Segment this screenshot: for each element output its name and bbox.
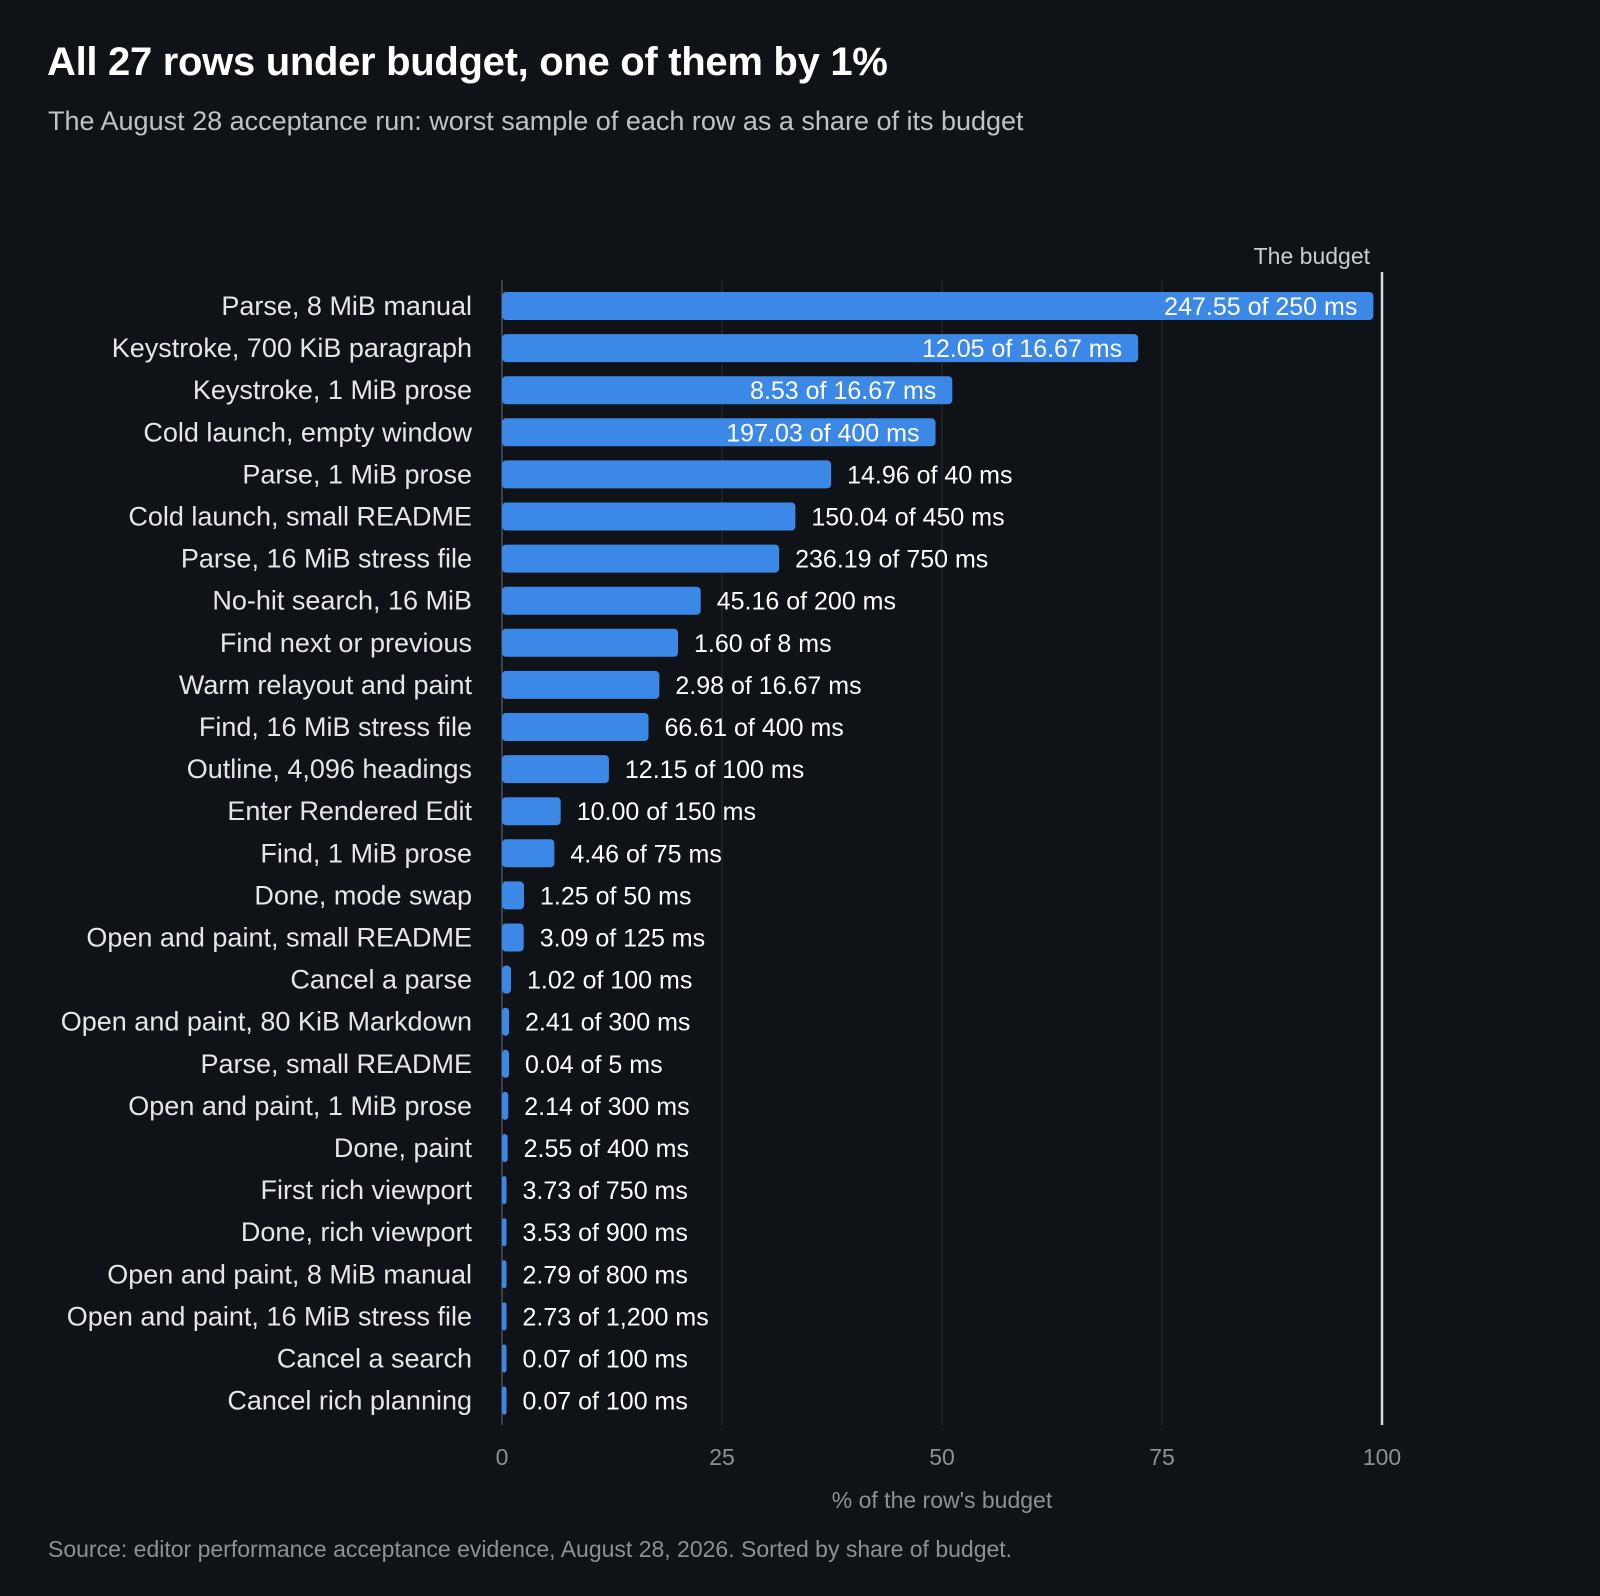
category-label: No-hit search, 16 MiB [212, 586, 472, 616]
label-layer: Parse, 8 MiB manual 247.55 of 250 ms Keyst… [61, 291, 1358, 1416]
bar [502, 292, 1374, 320]
bar [502, 1049, 510, 1078]
category-label: Enter Rendered Edit [227, 796, 472, 826]
bar [502, 1302, 507, 1331]
category-label: Cold launch, empty window [143, 417, 472, 447]
category-label: Keystroke, 700 KiB paragraph [112, 333, 472, 363]
chart-subtitle: The August 28 acceptance run: worst samp… [48, 106, 1024, 136]
bar [502, 1344, 507, 1373]
bar [502, 1007, 510, 1036]
x-tick-label: 75 [1149, 1444, 1175, 1470]
bar-layer [502, 292, 1374, 1415]
category-label: Find next or previous [220, 628, 472, 658]
x-tick-label: 25 [709, 1444, 735, 1470]
bar [502, 334, 1139, 363]
bar [502, 586, 701, 615]
data-label: 12.05 of 16.67 ms [922, 335, 1122, 363]
bar [502, 376, 953, 405]
category-label: Parse, 16 MiB stress file [181, 544, 472, 574]
data-label: 12.15 of 100 ms [625, 756, 804, 784]
data-label: 14.96 of 40 ms [847, 461, 1012, 489]
bar [502, 1260, 507, 1289]
bar [502, 965, 511, 994]
bar [502, 1134, 508, 1162]
data-label: 247.55 of 250 ms [1164, 293, 1357, 321]
x-tick-label: 100 [1363, 1444, 1401, 1470]
category-label: Outline, 4,096 headings [187, 754, 472, 784]
category-label: Open and paint, 1 MiB prose [128, 1091, 472, 1121]
data-label: 1.25 of 50 ms [540, 882, 691, 910]
axis-layer: 0 25 50 75 100 The budget % of the row's budge… [496, 243, 1402, 1513]
category-label: First rich viewport [260, 1175, 472, 1205]
bar [502, 1176, 507, 1205]
category-label: Cancel a search [277, 1344, 472, 1374]
data-label: 3.53 of 900 ms [523, 1219, 688, 1247]
source-note: Source: editor performance acceptance ev… [48, 1536, 1013, 1562]
category-label: Parse, 1 MiB prose [242, 459, 472, 489]
category-label: Open and paint, small README [86, 923, 472, 953]
bar [502, 923, 524, 952]
data-label: 197.03 of 400 ms [726, 419, 919, 447]
category-label: Open and paint, 80 KiB Markdown [61, 1007, 472, 1037]
category-label: Cold launch, small README [128, 502, 472, 532]
data-label: 3.73 of 750 ms [523, 1177, 688, 1205]
data-label: 1.02 of 100 ms [527, 967, 692, 995]
category-label: Open and paint, 16 MiB stress file [67, 1301, 472, 1331]
data-label: 0.07 of 100 ms [523, 1388, 688, 1416]
data-label: 2.41 of 300 ms [525, 1009, 690, 1037]
x-tick-label: 50 [929, 1444, 955, 1470]
category-label: Parse, small README [200, 1049, 472, 1079]
x-tick-label: 0 [496, 1444, 509, 1470]
category-label: Find, 16 MiB stress file [199, 712, 472, 742]
bar [502, 628, 678, 657]
category-label: Cancel a parse [290, 965, 472, 995]
bar [502, 460, 832, 489]
bar [502, 670, 660, 699]
category-label: Done, mode swap [254, 880, 472, 910]
chart-title: All 27 rows under budget, one of them by… [47, 40, 888, 84]
bar [502, 544, 780, 573]
data-label: 236.19 of 750 ms [795, 546, 988, 574]
category-label: Cancel rich planning [227, 1386, 472, 1416]
data-label: 2.14 of 300 ms [524, 1093, 689, 1121]
bar [502, 797, 561, 826]
data-label: 45.16 of 200 ms [717, 588, 896, 616]
category-label: Open and paint, 8 MiB manual [107, 1259, 472, 1289]
data-label: 0.07 of 100 ms [523, 1346, 688, 1374]
data-label: 2.73 of 1,200 ms [523, 1303, 709, 1331]
data-label: 66.61 of 400 ms [665, 714, 844, 742]
data-label: 150.04 of 450 ms [811, 504, 1004, 532]
bar [502, 713, 649, 741]
data-label: 1.60 of 8 ms [694, 630, 832, 658]
bar [502, 1091, 509, 1120]
data-label: 2.98 of 16.67 ms [675, 672, 861, 700]
data-label: 8.53 of 16.67 ms [750, 377, 936, 405]
category-label: Warm relayout and paint [179, 670, 473, 700]
data-label: 0.04 of 5 ms [525, 1051, 663, 1079]
data-label: 3.09 of 125 ms [540, 925, 705, 953]
data-label: 10.00 of 150 ms [577, 798, 756, 826]
x-axis-title: % of the row's budget [832, 1487, 1053, 1513]
bar [502, 881, 524, 910]
bar [502, 1218, 507, 1247]
data-label: 2.79 of 800 ms [523, 1261, 688, 1289]
data-label: 2.55 of 400 ms [524, 1135, 689, 1163]
bar [502, 502, 796, 531]
category-label: Done, paint [334, 1133, 473, 1163]
bar [502, 1386, 507, 1415]
bar [502, 418, 936, 447]
bar [502, 839, 555, 868]
category-label: Find, 1 MiB prose [260, 838, 472, 868]
data-label: 4.46 of 75 ms [570, 840, 721, 868]
category-label: Parse, 8 MiB manual [221, 291, 472, 321]
category-label: Done, rich viewport [241, 1217, 473, 1247]
budget-line-label: The budget [1254, 243, 1371, 269]
category-label: Keystroke, 1 MiB prose [193, 375, 472, 405]
bar [502, 755, 609, 784]
